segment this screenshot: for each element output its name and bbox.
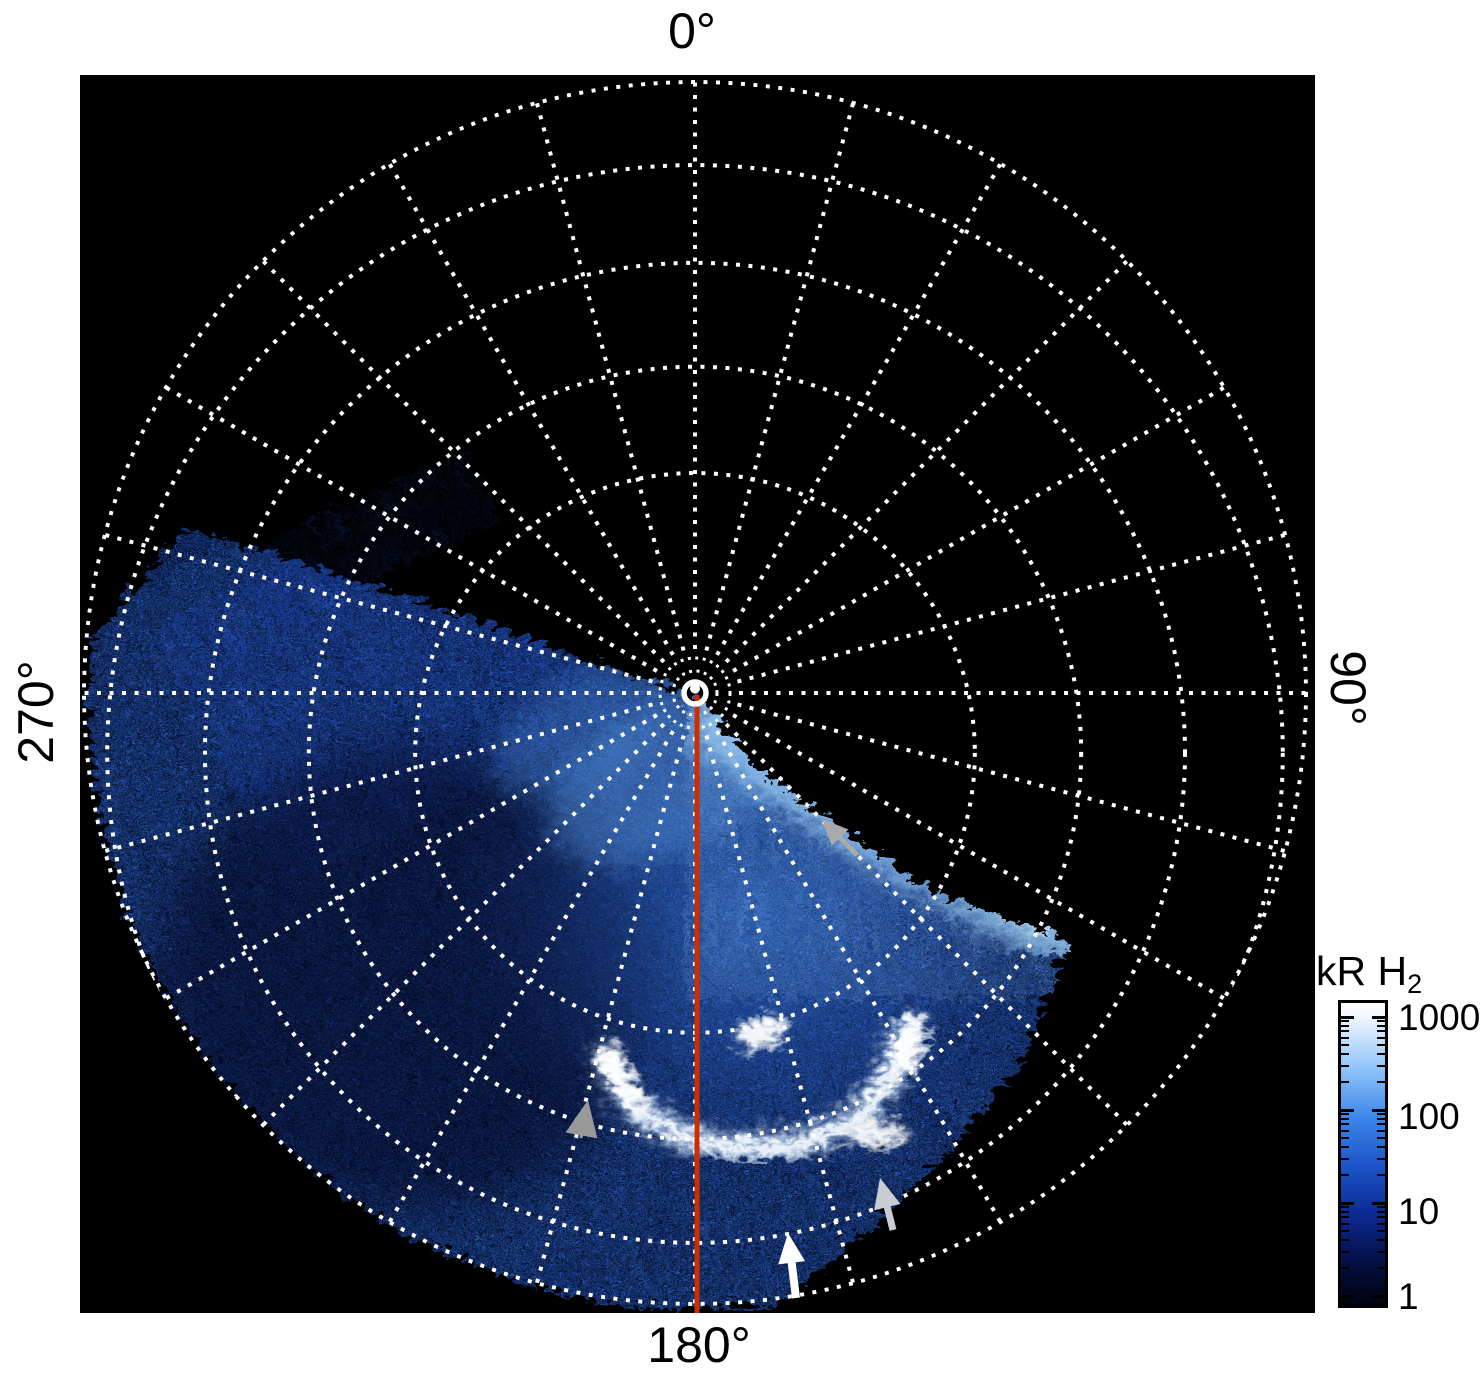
colorbar-tick	[1377, 1113, 1385, 1116]
arrow-head	[874, 1178, 901, 1211]
colorbar-tick	[1377, 1174, 1385, 1176]
annotation-arrow	[874, 1178, 901, 1231]
angle-label-270: 270°	[8, 660, 64, 764]
colorbar-tick	[1372, 1202, 1385, 1205]
colorbar-tick	[1341, 1053, 1349, 1055]
polar-plot	[80, 75, 1315, 1313]
colorbar-tick	[1341, 1250, 1349, 1253]
colorbar-tick	[1341, 1030, 1349, 1033]
grid-ring	[82, 80, 1308, 1306]
colorbar-title-main: kR H	[1316, 948, 1408, 994]
colorbar-tick	[1377, 1081, 1385, 1083]
colorbar-tick-label-1: 1	[1398, 1276, 1419, 1317]
aurora-bright-spot	[728, 1011, 782, 1045]
aurora-edge-tufts	[225, 443, 495, 627]
colorbar-tick	[1341, 1174, 1349, 1176]
annotation-arrow	[778, 1233, 806, 1299]
colorbar-tick	[1377, 1239, 1385, 1241]
colorbar-tick	[1341, 1043, 1349, 1046]
colorbar-tick	[1341, 1211, 1349, 1213]
colorbar-tick	[1377, 1025, 1385, 1027]
colorbar-tick-label-10: 10	[1398, 1191, 1440, 1232]
colorbar-tick	[1377, 1146, 1385, 1148]
colorbar-tick	[1341, 1113, 1349, 1116]
colorbar-tick-label-100: 100	[1398, 1096, 1460, 1137]
colorbar-tick	[1377, 1157, 1385, 1160]
colorbar-tick	[1377, 1118, 1385, 1120]
angle-label-180: 180°	[647, 1317, 751, 1373]
colorbar-tick	[1372, 1016, 1385, 1019]
colorbar-tick	[1377, 1229, 1385, 1232]
colorbar-title-sub: 2	[1407, 969, 1423, 999]
colorbar-tick	[1341, 1136, 1349, 1139]
colorbar-tick	[1377, 1206, 1385, 1209]
colorbar-tick	[1341, 1064, 1349, 1067]
colorbar-tick	[1341, 1216, 1349, 1219]
grid-ring	[671, 669, 719, 717]
angle-label-90: 90°	[1320, 650, 1376, 726]
colorbar-tick	[1377, 1036, 1385, 1039]
colorbar-tick	[1372, 1109, 1385, 1112]
colorbar-tick	[1341, 1123, 1349, 1126]
colorbar-tick	[1341, 1239, 1349, 1241]
grid-ring	[202, 260, 1188, 1245]
colorbar-tick	[1377, 1267, 1385, 1269]
colorbar-tick	[1341, 1206, 1349, 1209]
aurora-tuft-rect	[225, 443, 495, 627]
colorbar-tick	[1377, 1064, 1385, 1067]
colorbar-title: kR H2	[1316, 948, 1422, 1000]
colorbar-tick	[1377, 1211, 1385, 1213]
grid-ring	[306, 364, 1084, 1142]
colorbar-tick	[1377, 1043, 1385, 1046]
pole-ring	[681, 679, 709, 707]
colorbar-tick	[1377, 1129, 1385, 1132]
colorbar-tick	[1377, 1020, 1385, 1023]
colorbar-tick	[1377, 1222, 1385, 1225]
colorbar-tick	[1341, 1016, 1354, 1019]
colorbar-tick	[1341, 1020, 1349, 1023]
aurora-bright-spot	[615, 1075, 641, 1105]
pole-dot	[690, 683, 700, 694]
colorbar-tick	[1341, 1109, 1354, 1112]
colorbar-tick	[1341, 1129, 1349, 1132]
angle-label-0: 0°	[668, 3, 716, 59]
colorbar-tick	[1341, 1025, 1349, 1027]
colorbar-tick	[1341, 1081, 1349, 1083]
colorbar-tick	[1377, 1053, 1385, 1055]
arrow-head	[778, 1233, 806, 1265]
colorbar-tick	[1377, 1250, 1385, 1253]
colorbar-tick	[1341, 1036, 1349, 1039]
aurora-bright-spot	[842, 1114, 902, 1142]
colorbar-tick	[1341, 1157, 1349, 1160]
arrow-head	[565, 1100, 598, 1139]
aurora-bright-spot	[887, 1007, 923, 1073]
arrow-head	[822, 819, 849, 846]
colorbar-tick	[1377, 1030, 1385, 1033]
colorbar-tick	[1377, 1136, 1385, 1139]
colorbar-tick-label-1000: 1000	[1398, 997, 1481, 1038]
colorbar	[1338, 1000, 1388, 1308]
colorbar-tick	[1341, 1229, 1349, 1232]
annotation-arrow	[565, 1100, 598, 1139]
colorbar-tick	[1377, 1216, 1385, 1219]
colorbar-tick	[1341, 1118, 1349, 1120]
colorbar-tick	[1377, 1123, 1385, 1126]
colorbar-tick	[1341, 1202, 1354, 1205]
colorbar-tick	[1341, 1222, 1349, 1225]
annotation-arrows	[565, 819, 901, 1299]
colorbar-tick	[1341, 1267, 1349, 1269]
colorbar-tick	[1341, 1295, 1354, 1298]
colorbar-tick	[1341, 1146, 1349, 1148]
colorbar-tick	[1372, 1295, 1385, 1298]
grid-ring	[105, 163, 1285, 1306]
pole-marker	[681, 679, 709, 707]
annotation-arrow	[822, 819, 859, 857]
